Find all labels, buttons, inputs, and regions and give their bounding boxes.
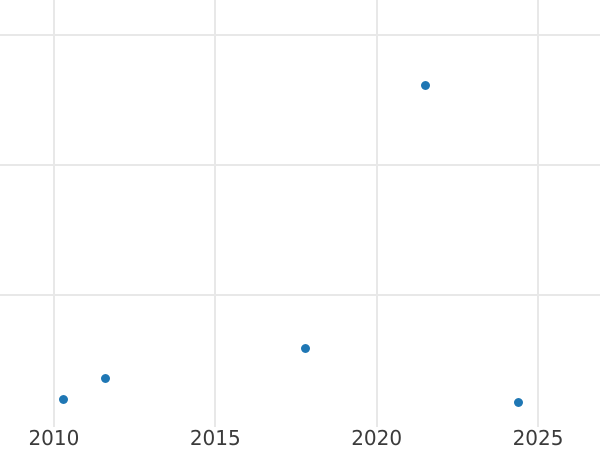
y-gridline — [0, 294, 600, 296]
x-tick-label: 2020 — [351, 426, 403, 450]
data-point — [514, 398, 524, 408]
data-point — [101, 373, 111, 383]
data-point — [420, 81, 430, 91]
x-tick-label: 2010 — [28, 426, 80, 450]
x-tick-label: 2015 — [189, 426, 241, 450]
y-gridline — [0, 34, 600, 36]
x-gridline — [537, 0, 540, 427]
y-gridline — [0, 164, 600, 166]
x-tick-label: 2025 — [512, 426, 564, 450]
x-gridline — [214, 0, 217, 427]
x-gridline — [375, 0, 378, 427]
data-point — [301, 343, 311, 353]
data-point — [59, 394, 69, 404]
x-gridline — [52, 0, 55, 427]
